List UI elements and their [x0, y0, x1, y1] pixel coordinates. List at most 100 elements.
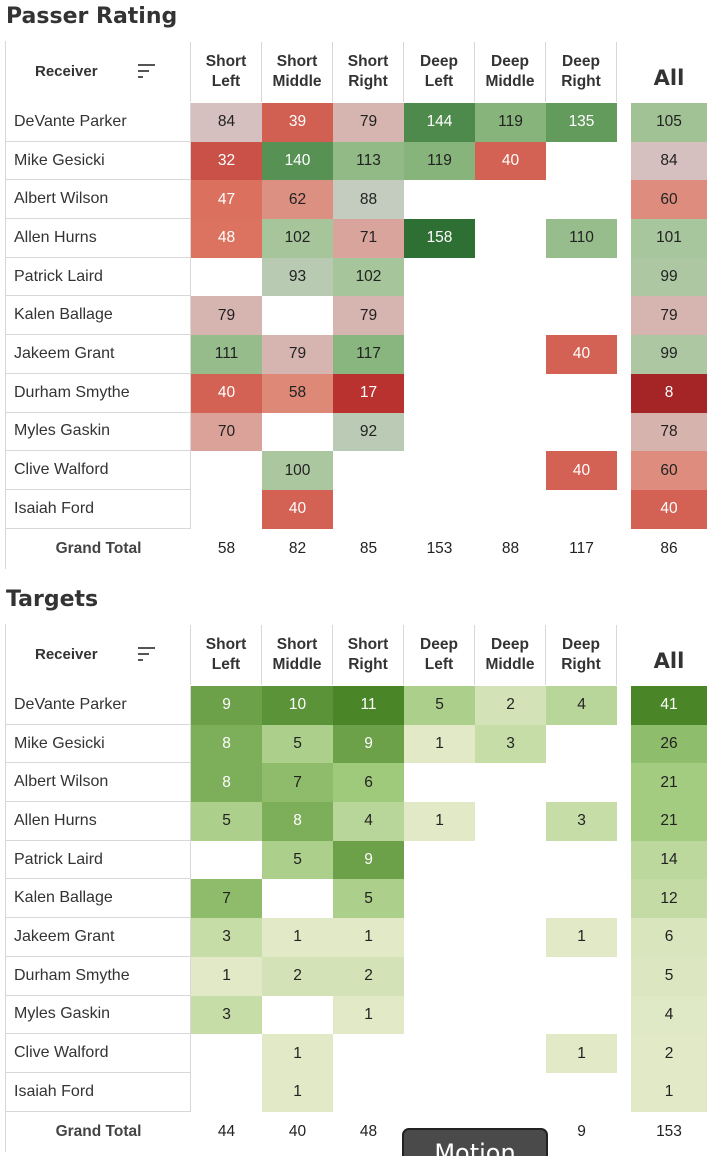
receiver-name[interactable]: Mike Gesicki: [6, 724, 191, 764]
heatmap-cell[interactable]: 7: [191, 879, 262, 919]
all-cell[interactable]: 78: [631, 412, 707, 452]
heatmap-cell[interactable]: 3: [475, 724, 546, 764]
heatmap-cell[interactable]: 79: [333, 103, 404, 142]
heatmap-cell[interactable]: 1: [546, 1034, 617, 1073]
heatmap-cell[interactable]: 5: [262, 840, 333, 880]
heatmap-cell[interactable]: 40: [546, 451, 617, 490]
all-cell[interactable]: 8: [631, 373, 707, 413]
heatmap-cell[interactable]: 1: [546, 918, 617, 957]
heatmap-cell[interactable]: 140: [262, 141, 333, 181]
heatmap-cell[interactable]: 1: [262, 918, 333, 957]
all-cell[interactable]: 99: [631, 257, 707, 297]
heatmap-cell[interactable]: 79: [262, 335, 333, 374]
heatmap-cell[interactable]: 3: [191, 995, 262, 1035]
all-cell[interactable]: 21: [631, 763, 707, 803]
heatmap-cell[interactable]: 144: [404, 103, 475, 142]
all-cell[interactable]: 21: [631, 802, 707, 841]
motion-button[interactable]: Motion: [402, 1128, 548, 1156]
heatmap-cell[interactable]: 1: [191, 956, 262, 996]
all-cell[interactable]: 60: [631, 180, 707, 220]
heatmap-cell[interactable]: 6: [333, 763, 404, 803]
heatmap-cell[interactable]: 40: [191, 373, 262, 413]
heatmap-cell[interactable]: 71: [333, 219, 404, 258]
heatmap-cell[interactable]: 102: [262, 219, 333, 258]
all-cell[interactable]: 26: [631, 724, 707, 764]
column-header[interactable]: Deep Left: [404, 625, 475, 685]
heatmap-cell[interactable]: 5: [333, 879, 404, 919]
heatmap-cell[interactable]: 3: [191, 918, 262, 957]
heatmap-cell[interactable]: 158: [404, 219, 475, 258]
heatmap-cell[interactable]: 119: [475, 103, 546, 142]
heatmap-cell[interactable]: 110: [546, 219, 617, 258]
heatmap-cell[interactable]: 8: [191, 763, 262, 803]
heatmap-cell[interactable]: 40: [546, 335, 617, 374]
receiver-name[interactable]: Albert Wilson: [6, 763, 191, 803]
receiver-name[interactable]: Durham Smythe: [6, 956, 191, 996]
heatmap-cell[interactable]: 88: [333, 180, 404, 220]
column-header[interactable]: Short Right: [333, 42, 404, 102]
heatmap-cell[interactable]: 58: [262, 373, 333, 413]
heatmap-cell[interactable]: 1: [404, 724, 475, 764]
all-cell[interactable]: 41: [631, 686, 707, 725]
column-header[interactable]: Short Left: [191, 42, 262, 102]
receiver-name[interactable]: Clive Walford: [6, 451, 191, 490]
receiver-name[interactable]: Clive Walford: [6, 1034, 191, 1073]
receiver-name[interactable]: Kalen Ballage: [6, 296, 191, 336]
all-cell[interactable]: 12: [631, 879, 707, 919]
heatmap-cell[interactable]: 4: [546, 686, 617, 725]
heatmap-cell[interactable]: 102: [333, 257, 404, 297]
sort-icon[interactable]: [138, 646, 156, 662]
heatmap-cell[interactable]: 1: [333, 995, 404, 1035]
column-header[interactable]: Short Right: [333, 625, 404, 685]
column-header[interactable]: Short Middle: [262, 625, 333, 685]
heatmap-cell[interactable]: 8: [262, 802, 333, 841]
heatmap-cell[interactable]: 3: [546, 802, 617, 841]
column-header[interactable]: Deep Middle: [475, 625, 546, 685]
heatmap-cell[interactable]: 8: [191, 724, 262, 764]
receiver-name[interactable]: Allen Hurns: [6, 802, 191, 841]
column-header[interactable]: Deep Left: [404, 42, 475, 102]
heatmap-cell[interactable]: 9: [333, 840, 404, 880]
heatmap-cell[interactable]: 48: [191, 219, 262, 258]
receiver-name[interactable]: DeVante Parker: [6, 686, 191, 725]
heatmap-cell[interactable]: 5: [404, 686, 475, 725]
receiver-name[interactable]: Durham Smythe: [6, 373, 191, 413]
receiver-name[interactable]: Kalen Ballage: [6, 879, 191, 919]
all-cell[interactable]: 99: [631, 335, 707, 374]
column-header[interactable]: Deep Right: [546, 42, 617, 102]
heatmap-cell[interactable]: 62: [262, 180, 333, 220]
heatmap-cell[interactable]: 9: [191, 686, 262, 725]
receiver-name[interactable]: Jakeem Grant: [6, 335, 191, 374]
receiver-name[interactable]: DeVante Parker: [6, 103, 191, 142]
heatmap-cell[interactable]: 1: [333, 918, 404, 957]
column-header[interactable]: Deep Right: [546, 625, 617, 685]
receiver-name[interactable]: Myles Gaskin: [6, 995, 191, 1035]
heatmap-cell[interactable]: 40: [475, 141, 546, 181]
receiver-name[interactable]: Patrick Laird: [6, 840, 191, 880]
receiver-header[interactable]: Receiver: [6, 42, 191, 102]
heatmap-cell[interactable]: 119: [404, 141, 475, 181]
receiver-header[interactable]: Receiver: [6, 625, 191, 685]
all-cell[interactable]: 4: [631, 995, 707, 1035]
all-cell[interactable]: 14: [631, 840, 707, 880]
receiver-name[interactable]: Isaiah Ford: [6, 1072, 191, 1112]
heatmap-cell[interactable]: 5: [191, 802, 262, 841]
all-cell[interactable]: 40: [631, 489, 707, 529]
heatmap-cell[interactable]: 11: [333, 686, 404, 725]
heatmap-cell[interactable]: 113: [333, 141, 404, 181]
heatmap-cell[interactable]: 47: [191, 180, 262, 220]
receiver-name[interactable]: Isaiah Ford: [6, 489, 191, 529]
receiver-name[interactable]: Allen Hurns: [6, 219, 191, 258]
receiver-name[interactable]: Patrick Laird: [6, 257, 191, 297]
all-cell[interactable]: 5: [631, 956, 707, 996]
receiver-name[interactable]: Jakeem Grant: [6, 918, 191, 957]
heatmap-cell[interactable]: 10: [262, 686, 333, 725]
all-cell[interactable]: 79: [631, 296, 707, 336]
heatmap-cell[interactable]: 32: [191, 141, 262, 181]
sort-icon[interactable]: [138, 63, 156, 79]
all-cell[interactable]: 1: [631, 1072, 707, 1112]
heatmap-cell[interactable]: 2: [262, 956, 333, 996]
heatmap-cell[interactable]: 40: [262, 489, 333, 529]
heatmap-cell[interactable]: 93: [262, 257, 333, 297]
heatmap-cell[interactable]: 7: [262, 763, 333, 803]
